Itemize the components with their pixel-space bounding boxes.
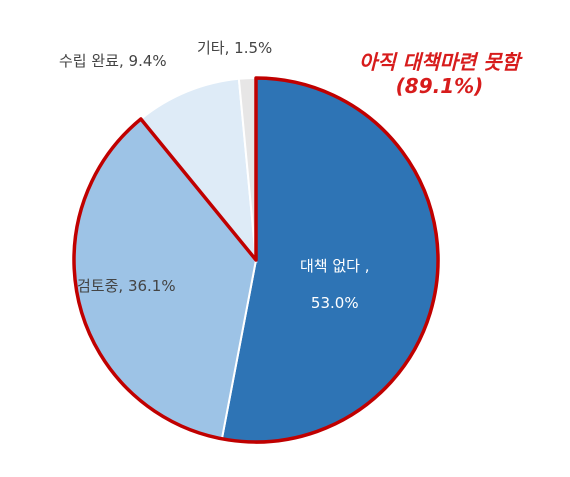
slice-label-other-name: 기타, — [197, 39, 230, 57]
highlight-outline — [72, 76, 440, 444]
slice-label-reviewing-name: 검토중, — [77, 277, 124, 295]
callout-line1: 아직 대책마련 못함 — [358, 50, 521, 74]
slice-value-completed: 9.4% — [128, 52, 167, 70]
slice-value-reviewing: 36.1% — [127, 277, 176, 295]
slice-label-completed-name: 수립 완료, — [59, 52, 124, 70]
slice-label-no-plan: 대책 없다 , 53.0% — [300, 259, 370, 311]
slice-label-completed: 수립 완료, 9.4% — [59, 54, 167, 69]
callout-line2: (89.1%) — [395, 74, 484, 98]
slice-label-other: 기타, 1.5% — [197, 41, 272, 56]
slice-label-reviewing: 검토중, 36.1% — [77, 279, 176, 294]
slice-value-other: 1.5% — [234, 39, 273, 57]
slice-completed — [139, 77, 258, 264]
callout-annotation: 아직 대책마련 못함 (89.1%) — [332, 50, 547, 98]
slice-label-no-plan-name: 대책 없다 , — [300, 257, 370, 275]
slice-value-no-plan: 53.0% — [310, 294, 359, 312]
slices-group — [73, 76, 439, 443]
